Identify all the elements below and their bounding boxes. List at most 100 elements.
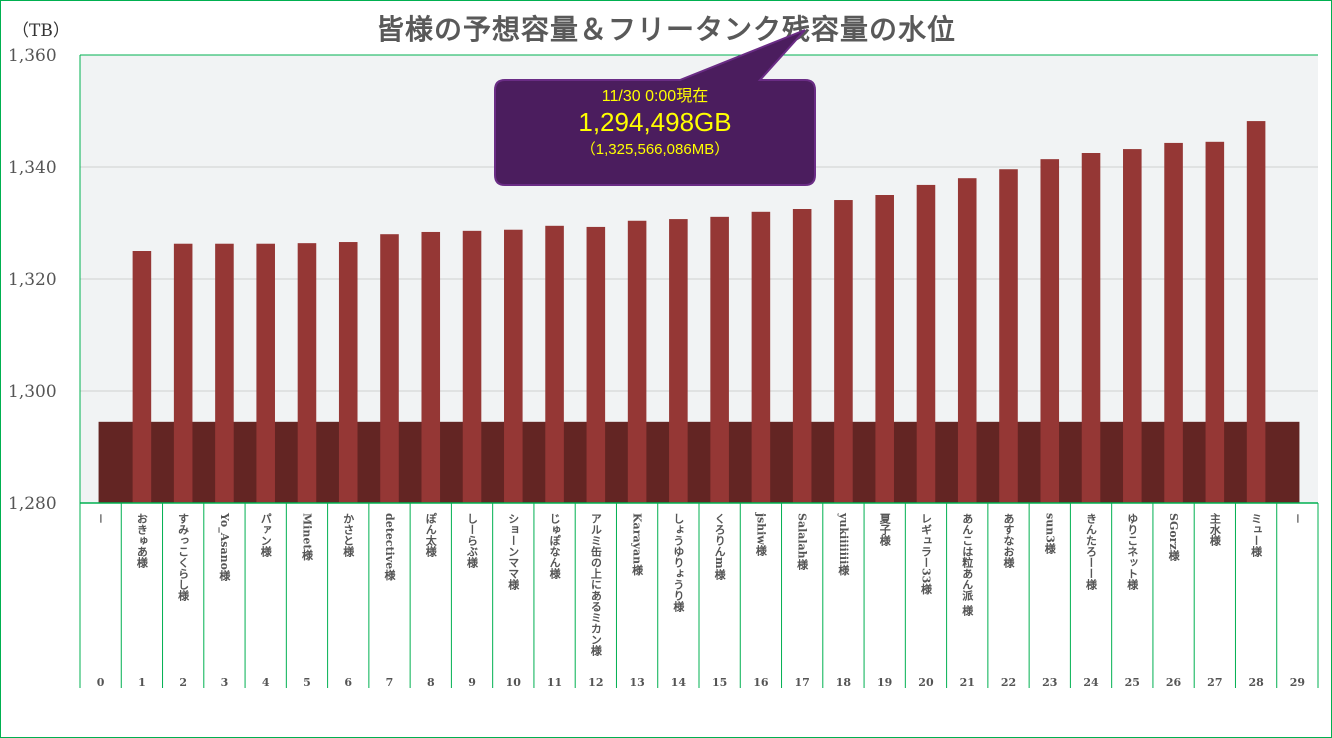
category-index: 19 [877, 676, 892, 689]
category-index: 28 [1248, 676, 1264, 689]
category-label: SGorz様 [1167, 513, 1180, 561]
category-index: 2 [179, 676, 187, 689]
category-label: しーらぶ様 [466, 513, 480, 569]
bar-10 [504, 229, 523, 503]
bar-24 [1081, 153, 1101, 503]
callout-bubble [494, 29, 816, 186]
category-index: 5 [303, 676, 311, 689]
category-index: 8 [427, 676, 435, 689]
category-index: 0 [97, 676, 105, 689]
category-index: 20 [918, 676, 934, 689]
bar-17 [792, 209, 812, 503]
category-label: － [94, 513, 107, 524]
category-label: あんこは粒あん派 様 [961, 513, 974, 617]
bar-1 [132, 251, 152, 503]
bar-23 [1040, 159, 1060, 503]
category-index: 4 [262, 676, 270, 689]
category-label: 主水様 [1208, 512, 1221, 547]
callout-mb-value: （1,325,566,086MB） [580, 141, 730, 158]
category-label: yukiiiiiii様 [837, 512, 850, 576]
category-index: 13 [629, 676, 644, 689]
category-index: 12 [588, 676, 603, 689]
y-tick-label: 1,360 [8, 46, 57, 66]
category-index: 15 [712, 676, 727, 689]
y-tick-label: 1,320 [8, 270, 57, 290]
category-index: 23 [1042, 676, 1057, 689]
bar-5 [297, 243, 317, 503]
category-index: 25 [1125, 676, 1140, 689]
bar-28 [1246, 121, 1266, 503]
bar-3 [215, 243, 234, 503]
category-label: すみっこくらし様 [177, 513, 190, 602]
category-index: 29 [1290, 676, 1305, 689]
category-label: Karayan様 [631, 513, 644, 576]
water-level-callout: 11/30 0:00現在 1,294,498GB （1,325,566,086M… [495, 82, 815, 159]
category-label: ショーンママ様 [507, 513, 520, 591]
category-index: 26 [1166, 676, 1182, 689]
bar-15 [710, 216, 729, 503]
category-label: きんたろーー様 [1085, 513, 1098, 591]
category-label: かさと様 [342, 513, 355, 558]
category-index: 3 [221, 676, 229, 689]
category-index: 27 [1207, 676, 1222, 689]
bar-4 [256, 243, 275, 503]
category-label: ぽん太様 [424, 512, 438, 558]
bar-7 [380, 234, 399, 503]
callout-gb-value: 1,294,498GB [578, 107, 732, 137]
category-label: Minet様 [300, 513, 313, 561]
category-label: detective様 [383, 513, 396, 581]
y-axis-unit-label: （TB） [12, 21, 70, 41]
bar-25 [1123, 149, 1142, 503]
bar-11 [545, 225, 564, 504]
category-index: 24 [1083, 676, 1099, 689]
bar-8 [421, 231, 441, 503]
category-index: 22 [1001, 676, 1016, 689]
bar-19 [875, 195, 894, 503]
bar-20 [916, 184, 936, 504]
category-index: 18 [836, 676, 852, 689]
category-label: レギュラー33様 [919, 513, 932, 595]
category-label: sun3様 [1043, 513, 1056, 555]
bar-2 [173, 243, 193, 503]
category-index: 21 [960, 676, 975, 689]
bar-16 [751, 211, 771, 504]
bar-9 [462, 230, 482, 503]
category-label: ミュー様 [1250, 513, 1263, 558]
category-label: アルミ缶の上にあるミカン様 [589, 513, 602, 657]
category-index: 16 [753, 676, 769, 689]
category-index: 10 [506, 676, 522, 689]
category-label: － [1291, 513, 1304, 524]
category-label: パァン様 [259, 513, 272, 558]
category-label: Salalah様 [796, 513, 809, 570]
bar-13 [627, 220, 647, 503]
callout-date: 11/30 0:00現在 [601, 88, 709, 105]
category-label: しょうゆりょうり様 [672, 513, 685, 613]
category-label: jshiw様 [754, 512, 767, 556]
category-label: ゆりこネット様 [1126, 513, 1139, 591]
bar-21 [957, 178, 977, 503]
category-label: Yo_Asano様 [217, 512, 231, 582]
category-index: 7 [386, 676, 394, 689]
category-label: おきゅあ様 [135, 513, 148, 569]
bar-27 [1205, 141, 1225, 504]
category-label: 夏子様 [878, 513, 891, 547]
bar-18 [834, 200, 853, 504]
category-index: 17 [795, 676, 810, 689]
category-label: じゅぽなん様 [548, 513, 561, 580]
category-index: 11 [547, 676, 562, 689]
category-index: 9 [468, 676, 476, 689]
category-index: 14 [671, 676, 687, 689]
bar-26 [1164, 142, 1183, 504]
category-label: くろりんm様 [713, 513, 726, 581]
category-index: 1 [138, 676, 146, 689]
y-tick-label: 1,280 [8, 494, 57, 514]
bar-12 [586, 226, 606, 504]
bar-22 [999, 169, 1018, 504]
category-label: あすなお様 [1002, 513, 1015, 569]
y-tick-label: 1,340 [8, 158, 57, 178]
chart-title: 皆様の予想容量＆フリータンク残容量の水位 [375, 13, 956, 46]
y-tick-label: 1,300 [8, 382, 57, 402]
bar-6 [338, 242, 358, 504]
category-index: 6 [344, 676, 352, 689]
